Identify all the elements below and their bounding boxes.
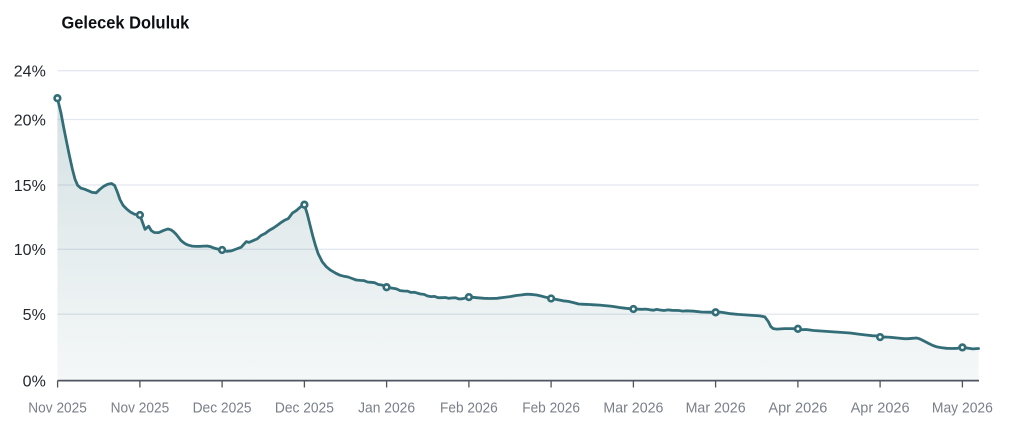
svg-text:15%: 15%: [14, 178, 46, 195]
svg-text:Mar 2026: Mar 2026: [686, 401, 746, 417]
svg-text:Nov 2025: Nov 2025: [28, 401, 87, 417]
svg-text:0%: 0%: [23, 374, 46, 391]
svg-text:Dec 2025: Dec 2025: [275, 401, 334, 417]
svg-text:Feb 2026: Feb 2026: [440, 401, 498, 417]
svg-text:10%: 10%: [14, 242, 46, 259]
svg-text:Nov 2025: Nov 2025: [111, 401, 170, 417]
svg-text:May 2026: May 2026: [932, 401, 993, 417]
svg-text:Apr 2026: Apr 2026: [768, 401, 827, 417]
svg-text:Apr 2026: Apr 2026: [851, 401, 910, 417]
svg-text:5%: 5%: [23, 307, 46, 324]
svg-text:Gelecek Doluluk: Gelecek Doluluk: [62, 13, 190, 33]
svg-text:Mar 2026: Mar 2026: [603, 401, 663, 417]
svg-text:Jan 2026: Jan 2026: [358, 401, 415, 417]
svg-text:Feb 2026: Feb 2026: [522, 401, 580, 417]
svg-text:24%: 24%: [14, 64, 46, 81]
svg-text:Dec 2025: Dec 2025: [193, 401, 252, 417]
svg-text:20%: 20%: [14, 112, 46, 129]
